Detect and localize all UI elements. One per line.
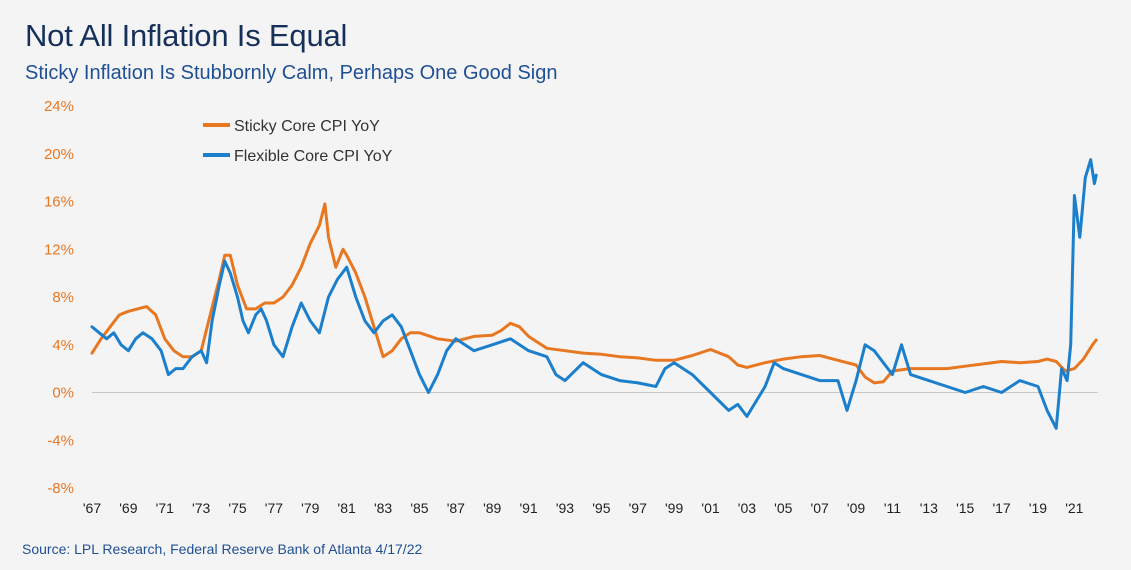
x-tick-label: '99 bbox=[665, 500, 683, 516]
x-tick-label: '79 bbox=[301, 500, 319, 516]
x-tick-label: '83 bbox=[374, 500, 392, 516]
x-tick-label: '95 bbox=[592, 500, 610, 516]
x-tick-label: '85 bbox=[410, 500, 428, 516]
y-axis: -8% -4% 0% 4% 8% 12% 16% 20% 24% bbox=[44, 98, 74, 497]
x-tick-label: '75 bbox=[228, 500, 246, 516]
x-tick-label: '93 bbox=[556, 500, 574, 516]
x-tick-label: '07 bbox=[811, 500, 829, 516]
source-note: Source: LPL Research, Federal Reserve Ba… bbox=[22, 541, 423, 557]
chart-subtitle: Sticky Inflation Is Stubbornly Calm, Per… bbox=[25, 62, 558, 84]
x-axis: '67 '69 '71 '73 '75 '77 '79 '81 '83 '85 '87 '89 '91 '… bbox=[83, 500, 1084, 516]
x-tick-label: '05 bbox=[774, 500, 792, 516]
x-tick-label: '67 bbox=[83, 500, 101, 516]
x-tick-label: '21 bbox=[1065, 500, 1083, 516]
x-tick-label: '13 bbox=[920, 500, 938, 516]
x-tick-label: '71 bbox=[156, 500, 174, 516]
x-tick-label: '77 bbox=[265, 500, 283, 516]
legend-label: Sticky Core CPI YoY bbox=[234, 118, 380, 135]
legend: Sticky Core CPI YoY Flexible Core CPI YoY bbox=[203, 118, 393, 165]
y-tick-label: 4% bbox=[52, 337, 74, 354]
chart-title: Not All Inflation Is Equal bbox=[25, 18, 348, 53]
line-chart: -8% -4% 0% 4% 8% 12% 16% 20% 24% '67 '69 '71 '73 '75… bbox=[44, 98, 1098, 516]
x-tick-label: '89 bbox=[483, 500, 501, 516]
series-layer bbox=[90, 158, 1098, 430]
y-tick-label: 20% bbox=[44, 146, 74, 163]
sticky-core-cpi-line bbox=[90, 202, 1098, 385]
y-tick-label: 16% bbox=[44, 194, 74, 211]
y-tick-label: -4% bbox=[47, 432, 74, 449]
x-tick-label: '81 bbox=[338, 500, 356, 516]
x-tick-label: '17 bbox=[992, 500, 1010, 516]
x-tick-label: '97 bbox=[629, 500, 647, 516]
x-tick-label: '01 bbox=[701, 500, 719, 516]
x-tick-label: '09 bbox=[847, 500, 865, 516]
x-tick-label: '03 bbox=[738, 500, 756, 516]
x-tick-label: '91 bbox=[519, 500, 537, 516]
x-tick-label: '69 bbox=[119, 500, 137, 516]
x-tick-label: '11 bbox=[884, 500, 901, 516]
flexible-core-cpi-line bbox=[90, 158, 1098, 430]
y-tick-label: 0% bbox=[52, 385, 74, 402]
x-tick-label: '73 bbox=[192, 500, 210, 516]
y-tick-label: 8% bbox=[52, 289, 74, 306]
x-tick-label: '87 bbox=[447, 500, 465, 516]
legend-label: Flexible Core CPI YoY bbox=[234, 148, 393, 165]
y-tick-label: -8% bbox=[47, 480, 74, 497]
y-tick-label: 24% bbox=[44, 98, 74, 115]
y-tick-label: 12% bbox=[44, 241, 74, 258]
x-tick-label: '15 bbox=[956, 500, 974, 516]
x-tick-label: '19 bbox=[1029, 500, 1047, 516]
